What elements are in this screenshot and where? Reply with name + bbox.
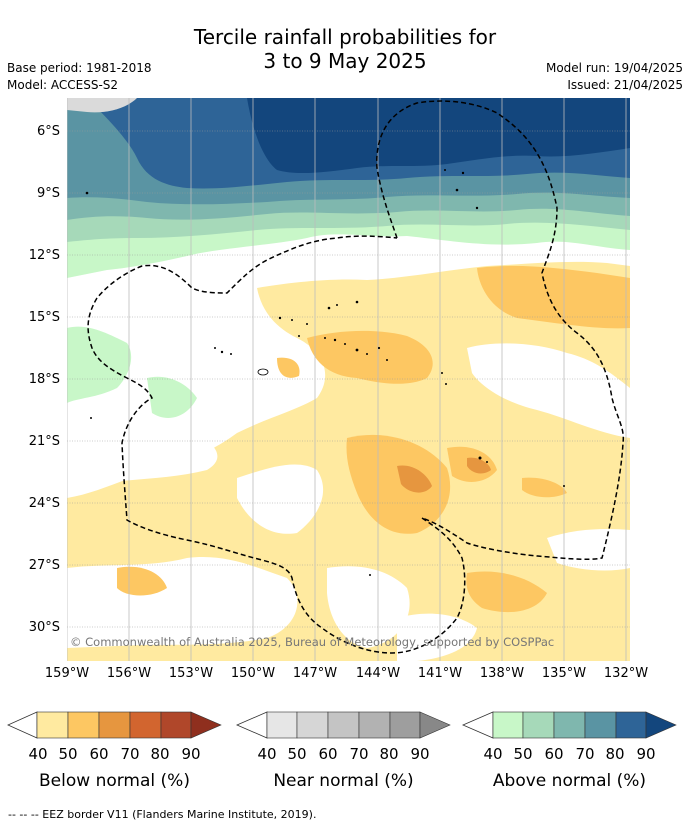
- colorbar-swatch: [36, 711, 69, 739]
- colorbar-swatch: [129, 711, 162, 739]
- lat-label: 12°S: [28, 248, 60, 263]
- cbar-tick: 80: [150, 745, 170, 763]
- lat-label: 18°S: [28, 372, 60, 387]
- cbar-tick: 50: [287, 745, 307, 763]
- copyright-text: © Commonwealth of Australia 2025, Bureau…: [70, 635, 554, 649]
- colorbar-swatch: [266, 711, 298, 739]
- colorbar-swatch: [492, 711, 524, 739]
- colorbar-swatch: [190, 711, 222, 739]
- colorbar-swatch: [645, 711, 677, 739]
- lat-label: 24°S: [28, 496, 60, 511]
- above-normal-central-patch: [147, 376, 197, 418]
- ocean-white-southcentral: [327, 566, 410, 648]
- cbar-tick: 70: [120, 745, 140, 763]
- colorbar-swatch: [98, 711, 131, 739]
- lat-label: 21°S: [28, 434, 60, 449]
- above-normal-west-patch: [67, 326, 132, 403]
- colorbars: [7, 711, 677, 739]
- colorbar-swatch: [296, 711, 329, 739]
- meta-right: Model run: 19/04/2025 Issued: 21/04/2025: [546, 60, 683, 94]
- cbar-tick: 90: [410, 745, 430, 763]
- eez-footnote: -- -- -- EEZ border V11 (Flanders Marine…: [8, 808, 317, 821]
- colorbar-below-normal: [7, 711, 222, 739]
- near-normal-label: Near normal (%): [273, 771, 414, 791]
- colorbar-above-normal: [461, 711, 677, 739]
- lon-label: 144°W: [355, 666, 401, 681]
- above-normal-90-region: [247, 98, 630, 174]
- cbar-tick: 60: [544, 745, 564, 763]
- lat-label: 27°S: [28, 558, 60, 573]
- meta-left: Base period: 1981-2018 Model: ACCESS-S2: [7, 60, 152, 94]
- lat-label: 15°S: [28, 310, 60, 325]
- cbar-tick: 40: [483, 745, 503, 763]
- above-normal-label: Above normal (%): [492, 771, 647, 791]
- colorbar-swatch: [615, 711, 647, 739]
- below-normal-50-region: [117, 566, 167, 596]
- lat-label: 9°S: [36, 186, 60, 201]
- colorbar-near-normal: [235, 711, 451, 739]
- island-ring: [257, 368, 269, 376]
- ocean-white-central: [237, 464, 324, 534]
- cbar-tick: 90: [636, 745, 656, 763]
- lon-label: 150°W: [230, 666, 276, 681]
- lon-label: 135°W: [541, 666, 587, 681]
- cbar-tick: 60: [318, 745, 338, 763]
- probability-map[interactable]: © Commonwealth of Australia 2025, Bureau…: [67, 98, 630, 661]
- model-run: Model run: 19/04/2025: [545, 61, 683, 75]
- cbar-tick: 60: [89, 745, 109, 763]
- model-name: Model: ACCESS-S2: [7, 78, 119, 92]
- colorbar-swatch: [389, 711, 421, 739]
- cbar-tick: 40: [257, 745, 277, 763]
- colorbar-swatch: [67, 711, 100, 739]
- cbar-tick: 70: [575, 745, 595, 763]
- cbar-tick: 70: [349, 745, 369, 763]
- ocean-white-east: [467, 343, 630, 438]
- cbar-tick: 40: [28, 745, 48, 763]
- map-title-line2: 3 to 9 May 2025: [263, 49, 427, 73]
- below-normal-50-region: [307, 330, 433, 384]
- colorbar-swatch: [358, 711, 391, 739]
- cbar-tick: 80: [605, 745, 625, 763]
- below-normal-50-region: [477, 265, 630, 329]
- map-title-line1: Tercile rainfall probabilities for: [193, 25, 497, 49]
- colorbar-swatch: [584, 711, 617, 739]
- islands: [85, 169, 565, 576]
- lat-label: 6°S: [36, 124, 60, 139]
- base-period: Base period: 1981-2018: [7, 61, 152, 75]
- lon-label: 153°W: [168, 666, 214, 681]
- colorbar-swatch: [419, 711, 451, 739]
- lon-label: 159°W: [44, 666, 90, 681]
- below-normal-label: Below normal (%): [39, 771, 190, 791]
- lon-label: 156°W: [106, 666, 152, 681]
- below-normal-60-region: [467, 457, 491, 474]
- cbar-tick: 50: [513, 745, 533, 763]
- cbar-tick: 80: [379, 745, 399, 763]
- ocean-white-west: [67, 407, 218, 490]
- cbar-tick: 50: [58, 745, 78, 763]
- near-normal-topleft-patch: [67, 98, 137, 113]
- below-normal-60-region: [397, 465, 432, 493]
- lon-label: 147°W: [292, 666, 338, 681]
- graticule-meridians: [67, 98, 627, 661]
- lon-label: 132°W: [603, 666, 649, 681]
- ocean-white-southeast: [547, 528, 630, 571]
- colorbar-swatch: [160, 711, 192, 739]
- below-normal-50-region: [522, 477, 567, 498]
- below-normal-50-region: [466, 571, 547, 613]
- lat-label: 30°S: [28, 620, 60, 635]
- below-normal-50-region: [346, 434, 451, 534]
- colorbar-swatch: [522, 711, 555, 739]
- cbar-tick: 90: [181, 745, 201, 763]
- colorbar-swatch: [553, 711, 586, 739]
- issued-date: Issued: 21/04/2025: [567, 78, 683, 92]
- colorbar-swatch: [327, 711, 360, 739]
- below-normal-50-region: [277, 357, 300, 378]
- lon-label: 141°W: [417, 666, 463, 681]
- eez-border: [87, 100, 625, 654]
- lon-label: 138°W: [479, 666, 525, 681]
